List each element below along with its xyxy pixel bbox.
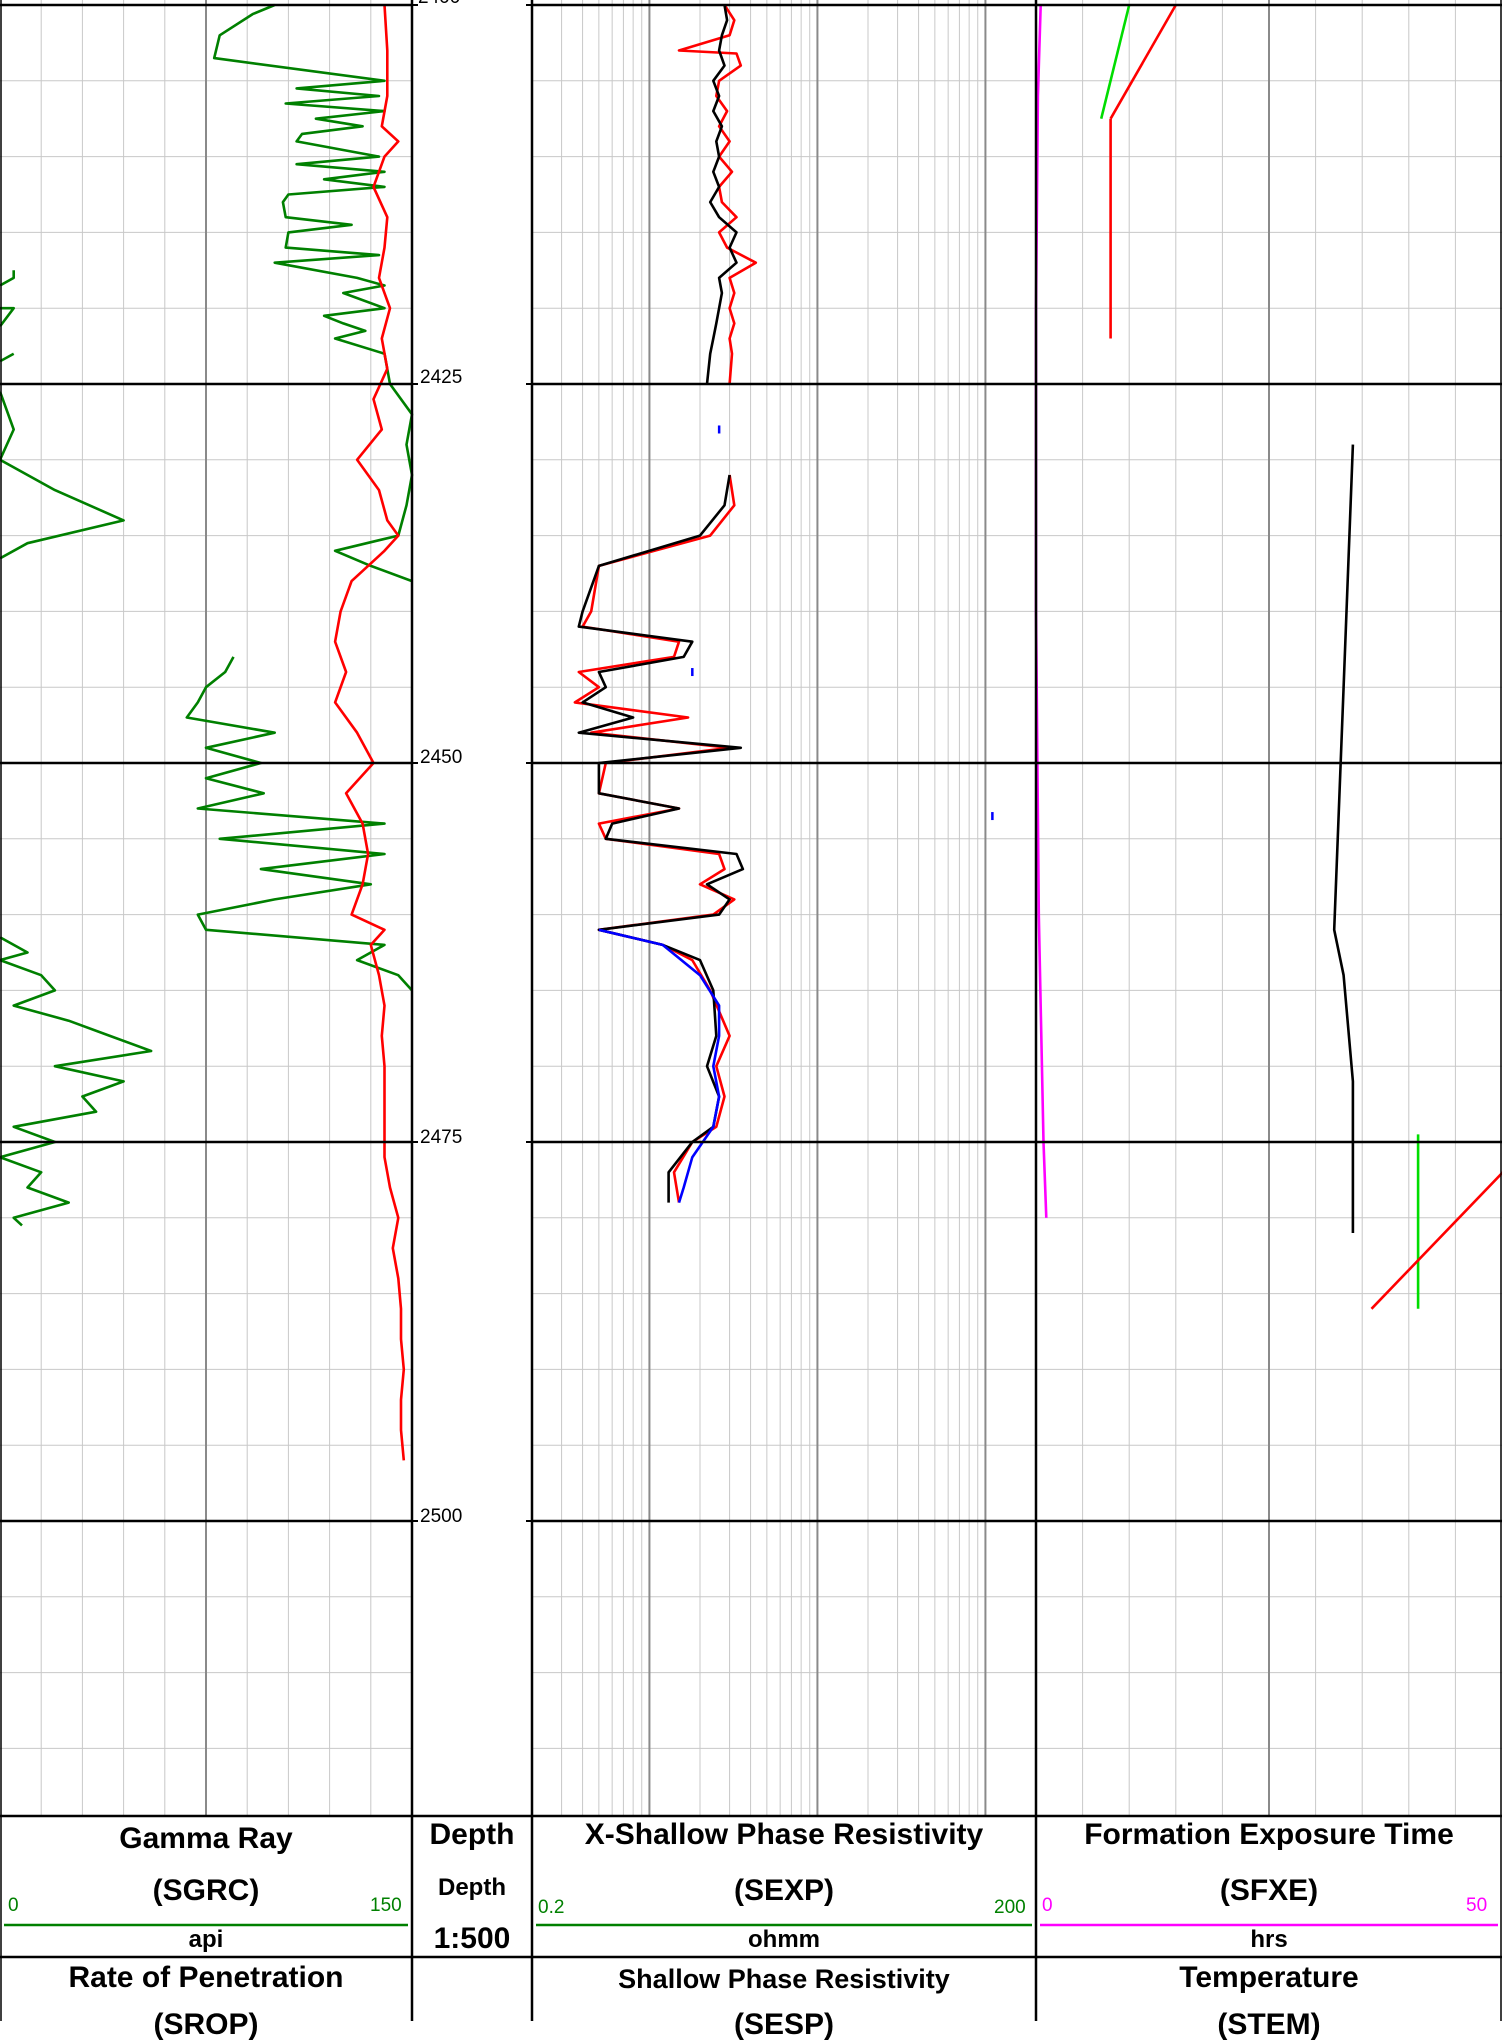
track4-unit: hrs (1036, 1926, 1502, 1954)
track1-mnemonic-2: (SROP) (0, 2008, 412, 2042)
track3-scale-max: 200 (994, 1897, 1026, 1919)
track3-title: X-Shallow Phase Resistivity (532, 1818, 1036, 1852)
track4-curve (1372, 1134, 1502, 1308)
track4-scale-max: 50 (1466, 1895, 1487, 1917)
track1-curve (0, 270, 14, 285)
depth-tick-label: 2425 (420, 367, 462, 389)
depth-tick-label: 2450 (420, 747, 462, 769)
track1-title-2: Rate of Penetration (0, 1961, 412, 1995)
track1-mnemonic: (SGRC) (0, 1874, 412, 1908)
track3-mnemonic: (SEXP) (532, 1874, 1036, 1908)
track4-curve (1111, 5, 1176, 119)
track1-curve (214, 5, 412, 581)
track4-curve (1101, 5, 1129, 119)
track1-curve (0, 392, 124, 559)
track3-mnemonic-2: (SESP) (532, 2008, 1036, 2042)
track1-curve (0, 308, 14, 326)
track1-unit: api (0, 1926, 412, 1954)
track4-title: Formation Exposure Time (1036, 1818, 1502, 1852)
track4-scale-min: 0 (1042, 1895, 1053, 1917)
depth-tick-label: 2500 (420, 1506, 462, 1528)
track1-curve (187, 657, 412, 991)
track3-curve (679, 5, 756, 384)
track1-curve (0, 354, 14, 362)
track3-title-2: Shallow Phase Resistivity (532, 1964, 1036, 1995)
track1-curve (0, 937, 151, 1225)
track3-unit: ohmm (532, 1926, 1036, 1954)
track4-mnemonic-2: (STEM) (1036, 2008, 1502, 2042)
depth-subtitle: Depth (412, 1874, 532, 1902)
depth-tick-label: 2475 (420, 1127, 462, 1149)
track1-title: Gamma Ray (0, 1822, 412, 1856)
track4-title-2: Temperature (1036, 1961, 1502, 1995)
track1-scale-max: 150 (370, 1895, 402, 1917)
track3-scale-min: 0.2 (538, 1897, 564, 1919)
track1-scale-min: 0 (8, 1895, 19, 1917)
depth-tick-label: 2400 (418, 0, 460, 9)
depth-title: Depth (412, 1818, 532, 1852)
depth-scale: 1:500 (412, 1922, 532, 1956)
track4-mnemonic: (SFXE) (1036, 1874, 1502, 1908)
